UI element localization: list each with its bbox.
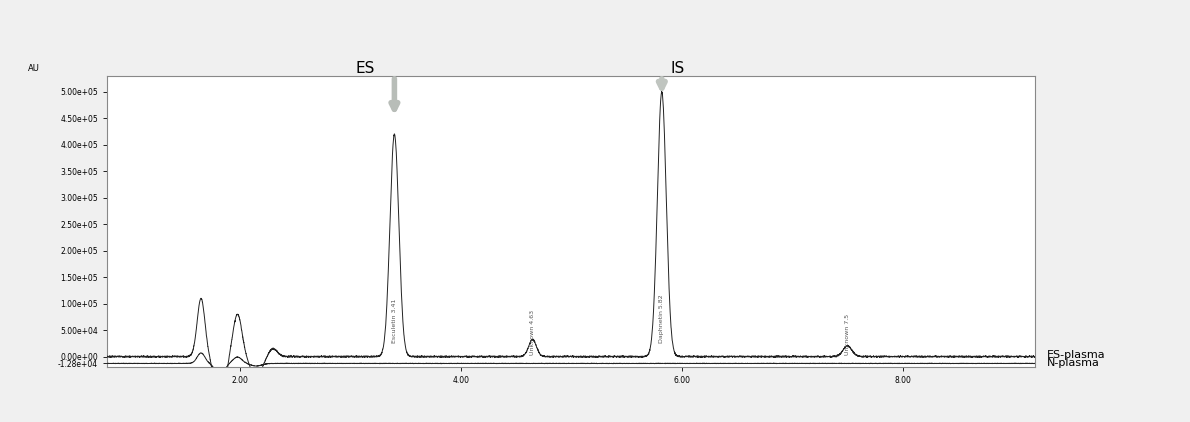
Text: N-plasma: N-plasma	[1047, 358, 1100, 368]
Text: ES: ES	[356, 61, 375, 76]
Text: IS: IS	[671, 61, 685, 76]
Text: Daphnetin 5.82: Daphnetin 5.82	[659, 295, 664, 344]
Text: Unknown 7.5: Unknown 7.5	[845, 314, 850, 355]
Text: Unknown 4.63: Unknown 4.63	[530, 310, 536, 355]
Text: ES-plasma: ES-plasma	[1047, 351, 1106, 360]
Text: AU: AU	[29, 64, 40, 73]
Text: Esculetin 3.41: Esculetin 3.41	[392, 299, 397, 344]
